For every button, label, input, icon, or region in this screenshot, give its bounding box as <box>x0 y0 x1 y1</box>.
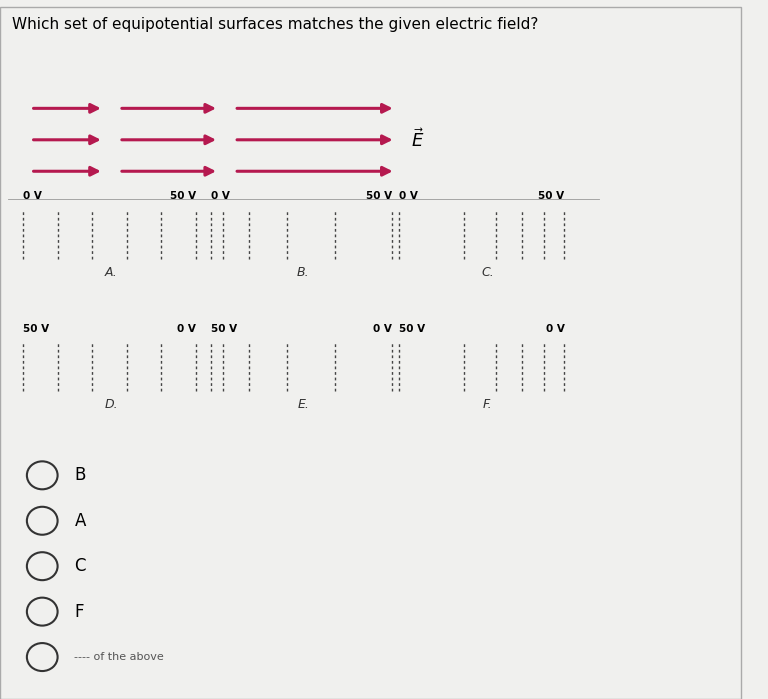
Text: 50 V: 50 V <box>366 192 392 201</box>
Text: 0 V: 0 V <box>211 192 230 201</box>
Text: 0 V: 0 V <box>177 324 196 334</box>
Text: 0 V: 0 V <box>372 324 392 334</box>
Text: F.: F. <box>483 398 492 412</box>
Text: 0 V: 0 V <box>399 192 419 201</box>
Text: C: C <box>74 557 86 575</box>
Text: B.: B. <box>297 266 310 279</box>
Text: C.: C. <box>482 266 494 279</box>
Text: 0 V: 0 V <box>545 324 564 334</box>
Text: 50 V: 50 V <box>538 192 564 201</box>
Text: 50 V: 50 V <box>170 192 196 201</box>
Text: 0 V: 0 V <box>23 192 42 201</box>
Text: ---- of the above: ---- of the above <box>74 652 164 662</box>
Text: $\vec{E}$: $\vec{E}$ <box>411 129 424 151</box>
Text: 50 V: 50 V <box>23 324 49 334</box>
Text: B: B <box>74 466 86 484</box>
Text: A: A <box>74 512 86 530</box>
Text: 50 V: 50 V <box>211 324 237 334</box>
Text: Which set of equipotential surfaces matches the given electric field?: Which set of equipotential surfaces matc… <box>12 17 538 32</box>
Text: D.: D. <box>104 398 118 412</box>
Text: E.: E. <box>297 398 310 412</box>
Text: 50 V: 50 V <box>399 324 425 334</box>
Text: A.: A. <box>105 266 118 279</box>
FancyBboxPatch shape <box>0 7 741 699</box>
Text: F: F <box>74 603 84 621</box>
